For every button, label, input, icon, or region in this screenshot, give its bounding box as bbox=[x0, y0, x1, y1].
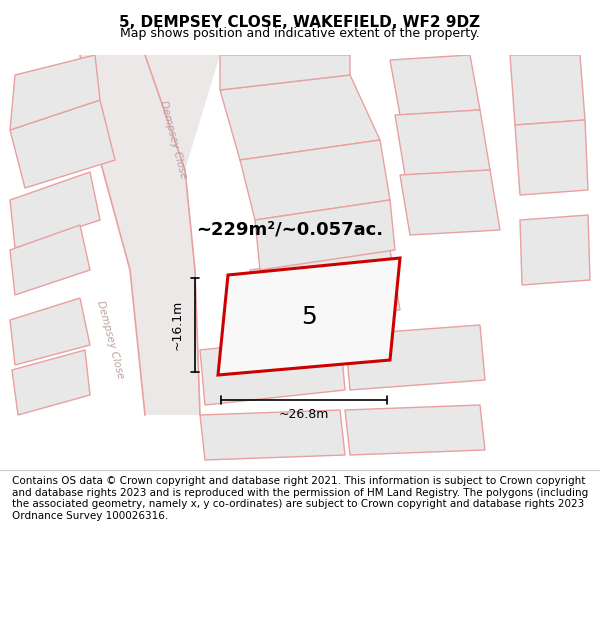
Polygon shape bbox=[400, 170, 500, 235]
Polygon shape bbox=[10, 225, 90, 295]
Polygon shape bbox=[10, 298, 90, 365]
Polygon shape bbox=[515, 120, 588, 195]
Polygon shape bbox=[250, 250, 400, 328]
Polygon shape bbox=[10, 55, 100, 130]
Polygon shape bbox=[12, 350, 90, 415]
Polygon shape bbox=[240, 140, 390, 220]
Text: ~229m²/~0.057ac.: ~229m²/~0.057ac. bbox=[196, 221, 383, 239]
Text: ~16.1m: ~16.1m bbox=[170, 300, 184, 350]
Text: Map shows position and indicative extent of the property.: Map shows position and indicative extent… bbox=[120, 27, 480, 39]
Text: 5, DEMPSEY CLOSE, WAKEFIELD, WF2 9DZ: 5, DEMPSEY CLOSE, WAKEFIELD, WF2 9DZ bbox=[119, 16, 481, 31]
Polygon shape bbox=[345, 405, 485, 455]
Polygon shape bbox=[10, 100, 115, 188]
Polygon shape bbox=[520, 215, 590, 285]
Polygon shape bbox=[345, 325, 485, 390]
Polygon shape bbox=[390, 55, 480, 115]
Polygon shape bbox=[10, 172, 100, 248]
Polygon shape bbox=[218, 258, 400, 375]
Polygon shape bbox=[510, 55, 585, 125]
Polygon shape bbox=[220, 75, 380, 160]
Text: Dempsey Close: Dempsey Close bbox=[158, 100, 188, 180]
Polygon shape bbox=[255, 200, 395, 270]
Polygon shape bbox=[220, 55, 350, 90]
Text: ~26.8m: ~26.8m bbox=[279, 409, 329, 421]
Text: 5: 5 bbox=[301, 305, 317, 329]
Text: Dempsey Close: Dempsey Close bbox=[95, 300, 125, 380]
Text: Contains OS data © Crown copyright and database right 2021. This information is : Contains OS data © Crown copyright and d… bbox=[12, 476, 588, 521]
Polygon shape bbox=[80, 55, 220, 415]
Polygon shape bbox=[395, 110, 490, 175]
Polygon shape bbox=[200, 410, 345, 460]
Polygon shape bbox=[200, 335, 345, 405]
